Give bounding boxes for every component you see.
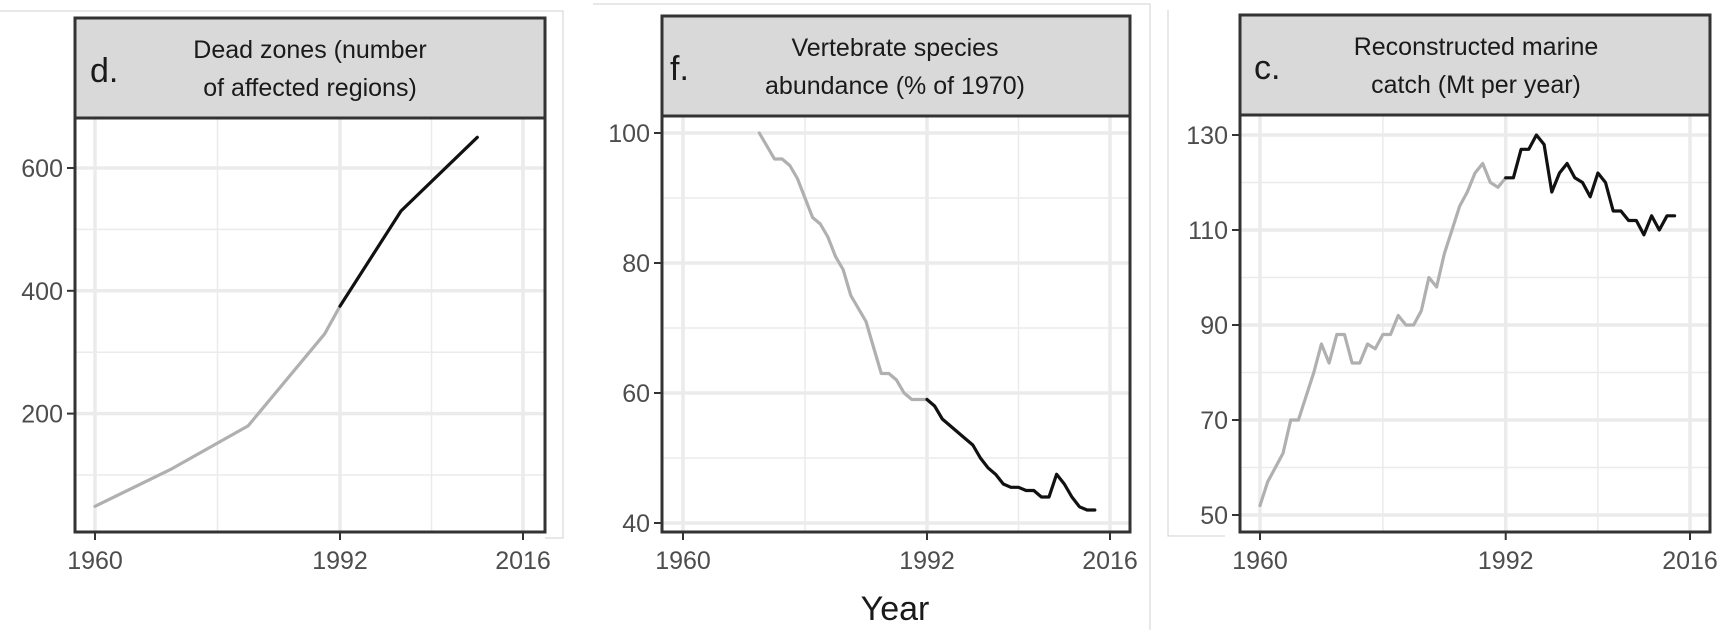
- series-line-after-1992: [925, 397, 1097, 512]
- panel-d-frame: [73, 116, 547, 534]
- y-tick-label: 130: [1186, 122, 1228, 150]
- crop-outlines: [0, 3, 1225, 630]
- crop-outline-f: [593, 3, 1151, 630]
- y-tick-label: 80: [622, 250, 650, 278]
- x-tick-label: 2016: [1662, 547, 1718, 575]
- panel-f-ticks: 40 60 80 100 1960 1992 2016: [608, 120, 1138, 575]
- y-tick-label: 400: [21, 278, 63, 306]
- panel-d-gridlines: [75, 118, 545, 532]
- panel-marine-catch: c. Reconstructed marine catch (Mt per ye…: [1186, 13, 1718, 575]
- y-tick-label: 110: [1188, 217, 1228, 245]
- y-tick-label: 200: [21, 401, 63, 429]
- y-tick-label: 90: [1200, 312, 1228, 340]
- panel-d-strip: [73, 16, 547, 120]
- x-tick-label: 2016: [495, 547, 551, 575]
- series-line-before-1992: [93, 304, 342, 508]
- panel-c-gridlines: [1240, 115, 1710, 532]
- x-tick-label: 1992: [312, 547, 368, 575]
- y-tick-label: 50: [1200, 502, 1228, 530]
- y-tick-label: 60: [622, 380, 650, 408]
- panel-c-letter: c.: [1254, 49, 1280, 87]
- x-tick-label: 1960: [1232, 547, 1288, 575]
- x-tick-label: 1960: [655, 547, 711, 575]
- panel-f-letter: f.: [670, 50, 689, 88]
- y-tick-label: 100: [608, 120, 650, 148]
- panel-f-title-line2: abundance (% of 1970): [765, 72, 1025, 100]
- series-line-after-1992: [1504, 133, 1677, 237]
- panel-c-strip: [1238, 13, 1712, 117]
- panel-f-strip: [660, 14, 1132, 118]
- panel-c-title-line2: catch (Mt per year): [1371, 71, 1581, 99]
- panel-f-title-line1: Vertebrate species: [791, 34, 998, 62]
- series-line-before-1992: [1258, 161, 1508, 508]
- crop-outline-d: [0, 10, 564, 539]
- x-axis-title: Year: [861, 590, 930, 628]
- y-tick-label: 600: [21, 155, 63, 183]
- panel-d-title-line1: Dead zones (number: [193, 36, 426, 64]
- x-tick-label: 1992: [899, 547, 955, 575]
- x-tick-label: 1992: [1478, 547, 1534, 575]
- panel-d-series: [93, 135, 479, 508]
- panel-c-ticks: 50 70 90 110 130 1960 1992 2016: [1186, 122, 1718, 575]
- y-tick-label: 70: [1200, 407, 1228, 435]
- panel-f-frame: [660, 114, 1132, 534]
- x-tick-label: 2016: [1082, 547, 1138, 575]
- panel-d-title-line2: of affected regions): [203, 74, 417, 102]
- panel-f-series: [757, 131, 1097, 512]
- panel-d-ticks: 200 400 600 1960 1992 2016: [21, 155, 551, 575]
- panel-c-title-line1: Reconstructed marine: [1354, 33, 1599, 61]
- panel-d-letter: d.: [90, 52, 118, 90]
- panel-f-gridlines: [662, 116, 1130, 532]
- series-line-after-1992: [338, 135, 479, 308]
- series-line-before-1992: [757, 131, 929, 402]
- y-tick-label: 40: [622, 510, 650, 538]
- panel-c-frame: [1238, 113, 1712, 534]
- panel-dead-zones: d. Dead zones (number of affected region…: [21, 16, 551, 575]
- panel-c-series: [1258, 133, 1677, 508]
- x-tick-label: 1960: [67, 547, 123, 575]
- panel-vertebrate-abundance: f. Vertebrate species abundance (% of 19…: [608, 14, 1138, 575]
- crop-outline-c: [1167, 10, 1225, 537]
